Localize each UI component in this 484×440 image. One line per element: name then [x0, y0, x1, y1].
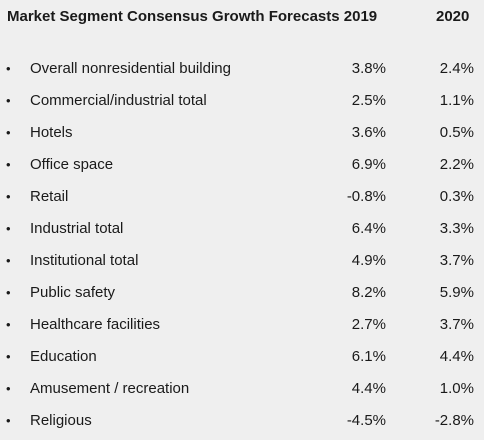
list-item: • Overall nonresidential building 3.8% 2… [0, 54, 484, 86]
forecast-list: • Overall nonresidential building 3.8% 2… [0, 54, 484, 438]
segment-label: Healthcare facilities [30, 316, 161, 333]
segment-label: Commercial/industrial total [30, 92, 207, 109]
list-item: • Institutional total 4.9% 3.7% [0, 246, 484, 278]
value-2020: 1.0% [439, 380, 474, 397]
value-2020: 5.9% [439, 284, 474, 301]
segment-label: Institutional total [30, 252, 139, 269]
bullet-icon: • [6, 61, 11, 76]
bullet-icon: • [6, 125, 11, 140]
list-item: • Amusement / recreation 4.4% 1.0% [0, 374, 484, 406]
value-2020: 0.5% [439, 124, 474, 141]
value-2019: 2.5% [351, 92, 386, 109]
value-2019: -4.5% [346, 412, 386, 429]
list-item: • Commercial/industrial total 2.5% 1.1% [0, 86, 484, 118]
value-2020: 1.1% [439, 92, 474, 109]
value-2020: 3.7% [439, 316, 474, 333]
value-2019: 6.4% [351, 220, 386, 237]
list-item: • Industrial total 6.4% 3.3% [0, 214, 484, 246]
bullet-icon: • [6, 285, 11, 300]
list-item: • Office space 6.9% 2.2% [0, 150, 484, 182]
column-header-2020: 2020 [436, 8, 470, 25]
list-item: • Healthcare facilities 2.7% 3.7% [0, 310, 484, 342]
value-2019: 6.9% [351, 156, 386, 173]
segment-label: Hotels [30, 124, 73, 141]
segment-label: Religious [30, 412, 92, 429]
value-2019: 6.1% [351, 348, 386, 365]
value-2019: 8.2% [351, 284, 386, 301]
list-item: • Hotels 3.6% 0.5% [0, 118, 484, 150]
bullet-icon: • [6, 413, 11, 428]
segment-label: Industrial total [30, 220, 124, 237]
value-2020: -2.8% [434, 412, 474, 429]
table-title: Market Segment Consensus Growth Forecast… [7, 8, 378, 25]
segment-label: Public safety [30, 284, 116, 301]
segment-label: Retail [30, 188, 69, 205]
list-item: • Public safety 8.2% 5.9% [0, 278, 484, 310]
segment-label: Education [30, 348, 97, 365]
list-item: • Religious -4.5% -2.8% [0, 406, 484, 438]
bullet-icon: • [6, 157, 11, 172]
bullet-icon: • [6, 189, 11, 204]
bullet-icon: • [6, 221, 11, 236]
bullet-icon: • [6, 253, 11, 268]
bullet-icon: • [6, 93, 11, 108]
value-2020: 3.7% [439, 252, 474, 269]
value-2020: 2.2% [439, 156, 474, 173]
segment-label: Amusement / recreation [30, 380, 190, 397]
value-2020: 3.3% [439, 220, 474, 237]
bullet-icon: • [6, 317, 11, 332]
value-2020: 4.4% [439, 348, 474, 365]
segment-label: Office space [30, 156, 114, 173]
table-header: Market Segment Consensus Growth Forecast… [0, 6, 484, 28]
list-item: • Retail -0.8% 0.3% [0, 182, 484, 214]
value-2020: 0.3% [439, 188, 474, 205]
segment-label: Overall nonresidential building [30, 60, 231, 77]
value-2019: 2.7% [351, 316, 386, 333]
list-item: • Education 6.1% 4.4% [0, 342, 484, 374]
bullet-icon: • [6, 381, 11, 396]
value-2020: 2.4% [439, 60, 474, 77]
value-2019: 4.4% [351, 380, 386, 397]
value-2019: 3.8% [351, 60, 386, 77]
bullet-icon: • [6, 349, 11, 364]
value-2019: 4.9% [351, 252, 386, 269]
value-2019: -0.8% [346, 188, 386, 205]
value-2019: 3.6% [351, 124, 386, 141]
